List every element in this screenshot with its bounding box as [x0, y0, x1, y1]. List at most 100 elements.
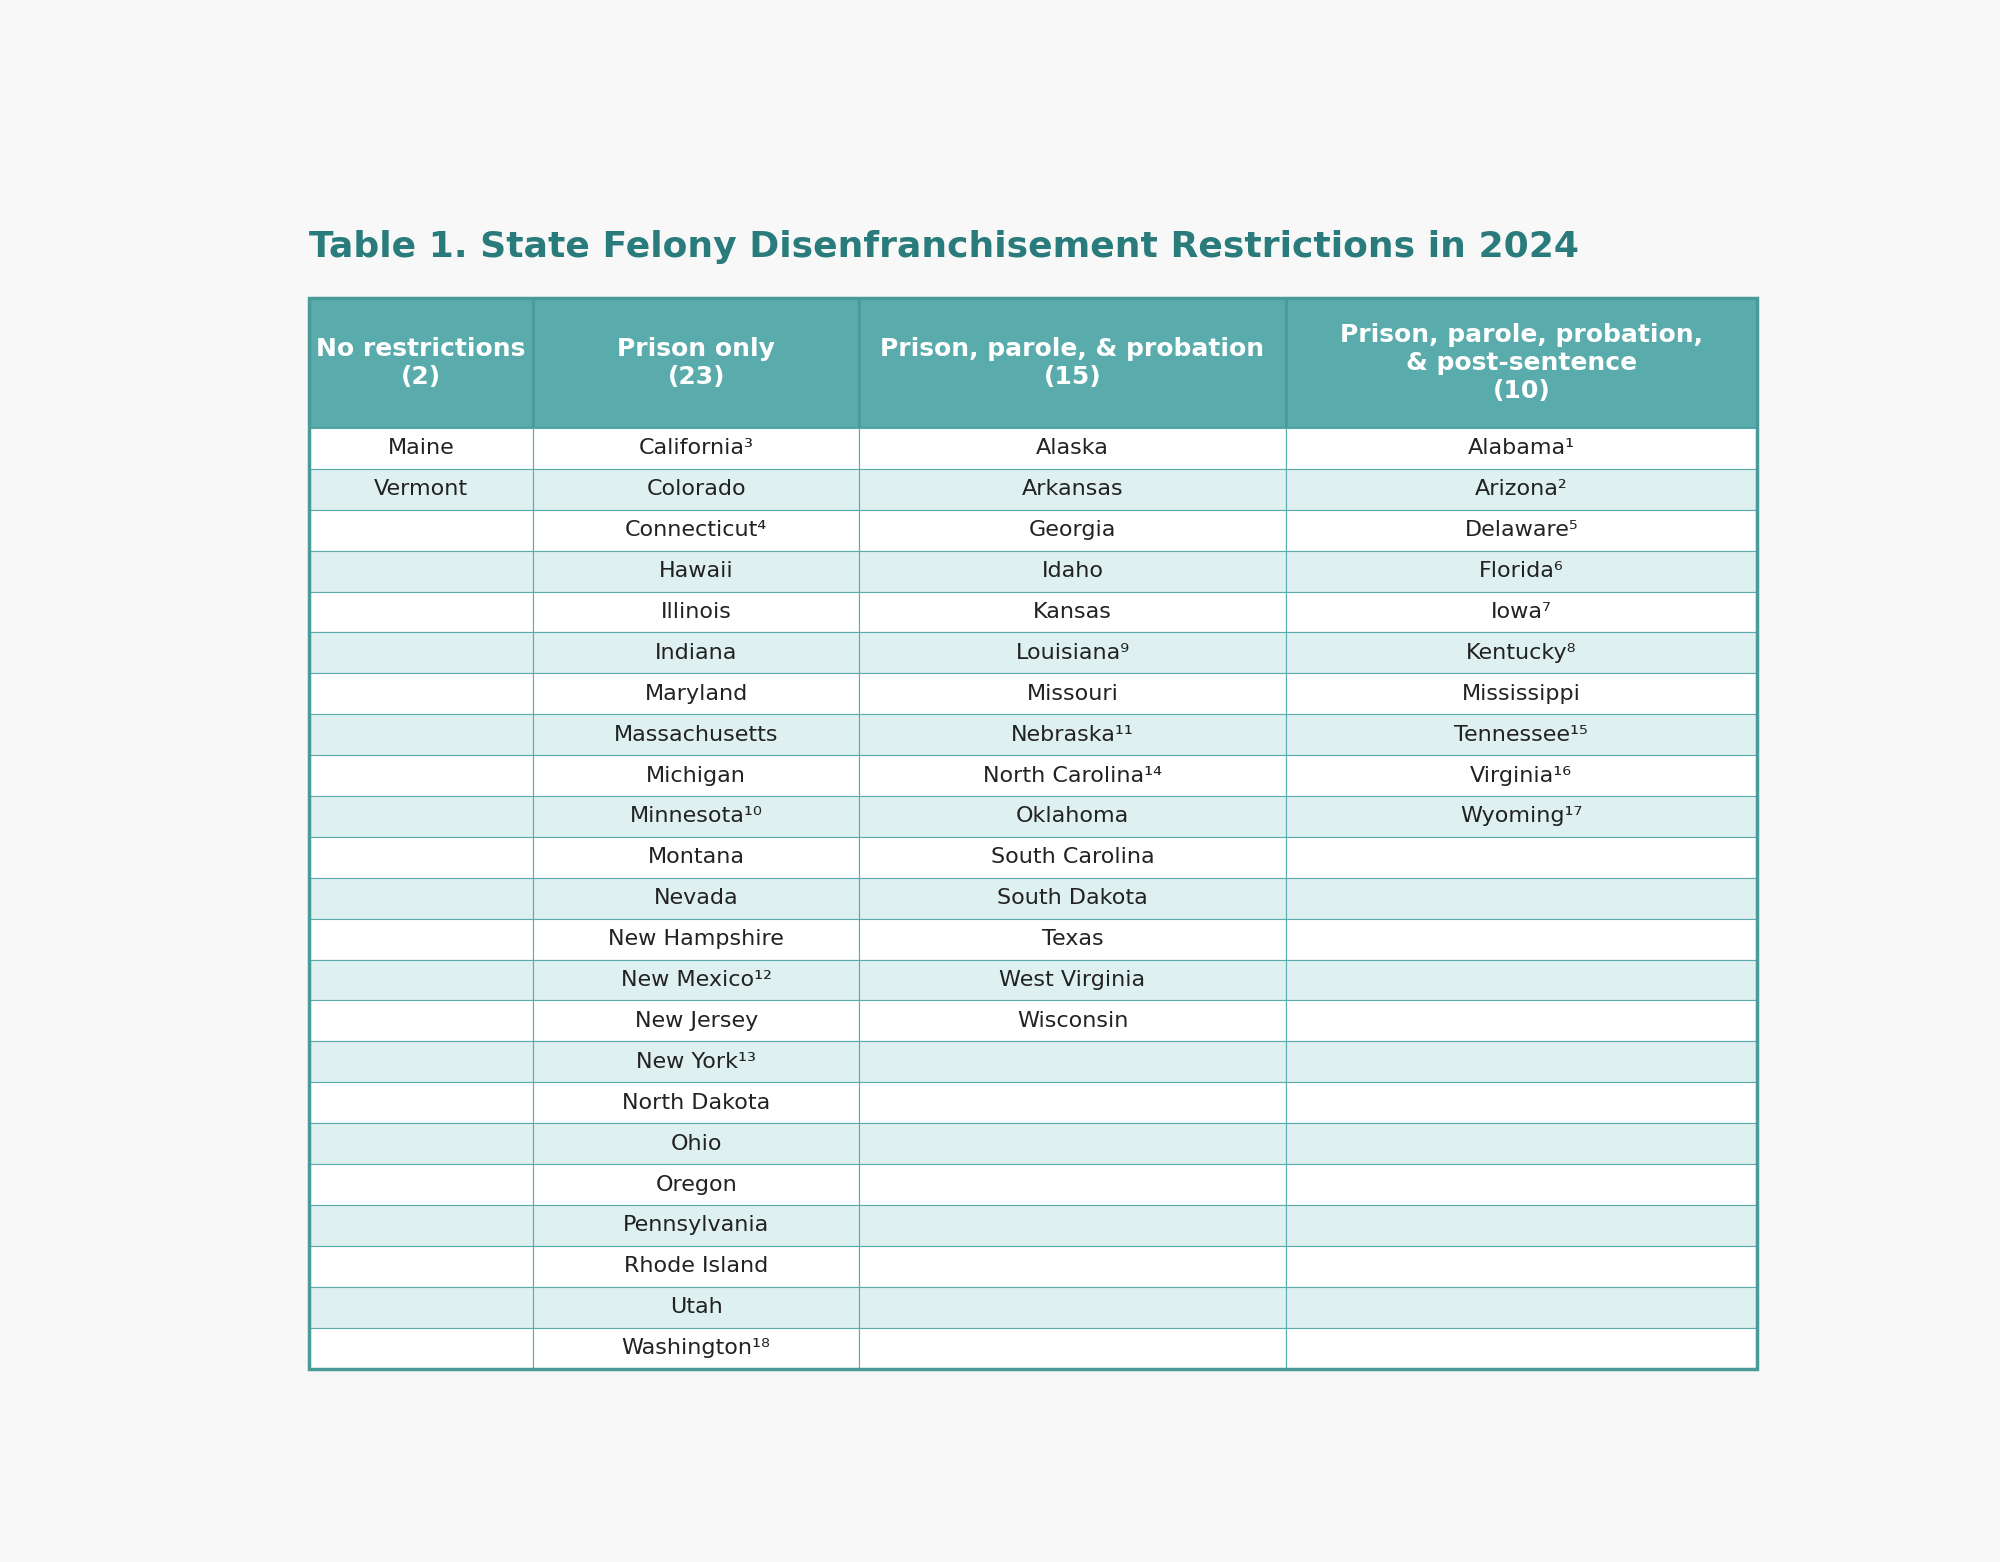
- Bar: [1286, 428, 1756, 469]
- Text: Utah: Utah: [670, 1296, 722, 1317]
- Bar: [308, 298, 1756, 1368]
- Bar: [1286, 797, 1756, 837]
- Bar: [308, 1001, 534, 1042]
- Text: Arizona²: Arizona²: [1474, 480, 1568, 500]
- Bar: [308, 959, 534, 1001]
- Bar: [1286, 469, 1756, 509]
- Text: Connecticut⁴: Connecticut⁴: [626, 520, 768, 540]
- Bar: [308, 1246, 534, 1287]
- Text: Prison, parole, probation,
& post-sentence
(10): Prison, parole, probation, & post-senten…: [1340, 323, 1702, 403]
- Text: Michigan: Michigan: [646, 765, 746, 786]
- Text: Arkansas: Arkansas: [1022, 480, 1124, 500]
- Bar: [534, 551, 860, 592]
- Text: Alaska: Alaska: [1036, 439, 1108, 458]
- Text: Delaware⁵: Delaware⁵: [1464, 520, 1578, 540]
- Bar: [860, 551, 1286, 592]
- Bar: [1286, 1287, 1756, 1328]
- Bar: [308, 1287, 534, 1328]
- Text: Ohio: Ohio: [670, 1134, 722, 1154]
- Bar: [860, 1001, 1286, 1042]
- Text: New Jersey: New Jersey: [634, 1011, 758, 1031]
- Text: Mississippi: Mississippi: [1462, 684, 1580, 704]
- Bar: [308, 673, 534, 714]
- Bar: [308, 509, 534, 551]
- Text: Tennessee¹⁵: Tennessee¹⁵: [1454, 725, 1588, 745]
- Bar: [534, 1246, 860, 1287]
- Text: Idaho: Idaho: [1042, 561, 1104, 581]
- Bar: [1286, 673, 1756, 714]
- Bar: [308, 298, 534, 428]
- Text: Washington¹⁸: Washington¹⁸: [622, 1339, 770, 1357]
- Bar: [308, 797, 534, 837]
- Bar: [1286, 1082, 1756, 1123]
- Bar: [1286, 918, 1756, 959]
- Bar: [308, 1204, 534, 1246]
- Bar: [534, 714, 860, 754]
- Text: South Dakota: South Dakota: [998, 889, 1148, 908]
- Bar: [860, 298, 1286, 428]
- Text: Missouri: Missouri: [1026, 684, 1118, 704]
- Bar: [860, 1042, 1286, 1082]
- Bar: [308, 592, 534, 633]
- Text: Oregon: Oregon: [656, 1175, 738, 1195]
- Bar: [860, 714, 1286, 754]
- Bar: [534, 509, 860, 551]
- Bar: [860, 673, 1286, 714]
- Bar: [308, 428, 534, 469]
- Text: Florida⁶: Florida⁶: [1478, 561, 1564, 581]
- Text: West Virginia: West Virginia: [1000, 970, 1146, 990]
- Text: Colorado: Colorado: [646, 480, 746, 500]
- Text: Nevada: Nevada: [654, 889, 738, 908]
- Text: New Mexico¹²: New Mexico¹²: [620, 970, 772, 990]
- Bar: [308, 1082, 534, 1123]
- Bar: [534, 1164, 860, 1204]
- Bar: [534, 878, 860, 918]
- Bar: [308, 1328, 534, 1368]
- Bar: [860, 428, 1286, 469]
- Bar: [308, 754, 534, 797]
- Text: Table 1. State Felony Disenfranchisement Restrictions in 2024: Table 1. State Felony Disenfranchisement…: [308, 230, 1578, 264]
- Text: Iowa⁷: Iowa⁷: [1490, 601, 1552, 622]
- Bar: [534, 754, 860, 797]
- Text: Maine: Maine: [388, 439, 454, 458]
- Text: New York¹³: New York¹³: [636, 1051, 756, 1072]
- Bar: [1286, 837, 1756, 878]
- Bar: [1286, 1001, 1756, 1042]
- Bar: [308, 1123, 534, 1164]
- Text: Oklahoma: Oklahoma: [1016, 806, 1130, 826]
- Bar: [1286, 959, 1756, 1001]
- Bar: [308, 918, 534, 959]
- Text: Illinois: Illinois: [660, 601, 732, 622]
- Bar: [860, 959, 1286, 1001]
- Bar: [308, 633, 534, 673]
- Text: Massachusetts: Massachusetts: [614, 725, 778, 745]
- Bar: [308, 551, 534, 592]
- Bar: [860, 754, 1286, 797]
- Bar: [1286, 633, 1756, 673]
- Bar: [1286, 714, 1756, 754]
- Bar: [860, 509, 1286, 551]
- Bar: [860, 1082, 1286, 1123]
- Bar: [534, 1001, 860, 1042]
- Text: Wyoming¹⁷: Wyoming¹⁷: [1460, 806, 1582, 826]
- Bar: [860, 592, 1286, 633]
- Bar: [534, 298, 860, 428]
- Bar: [534, 469, 860, 509]
- Bar: [860, 918, 1286, 959]
- Bar: [1286, 592, 1756, 633]
- Bar: [1286, 1246, 1756, 1287]
- Text: North Dakota: North Dakota: [622, 1093, 770, 1112]
- Text: Indiana: Indiana: [654, 644, 738, 662]
- Bar: [534, 918, 860, 959]
- Text: Kansas: Kansas: [1034, 601, 1112, 622]
- Bar: [860, 878, 1286, 918]
- Bar: [860, 1123, 1286, 1164]
- Text: Rhode Island: Rhode Island: [624, 1256, 768, 1276]
- Bar: [860, 1328, 1286, 1368]
- Bar: [860, 1287, 1286, 1328]
- Bar: [534, 428, 860, 469]
- Bar: [534, 1123, 860, 1164]
- Bar: [1286, 1042, 1756, 1082]
- Bar: [1286, 1328, 1756, 1368]
- Bar: [860, 633, 1286, 673]
